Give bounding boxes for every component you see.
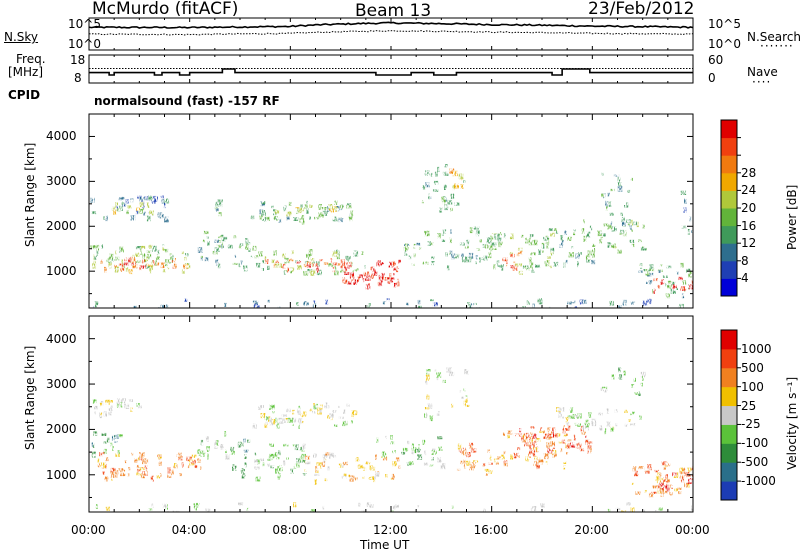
x-tick-label: 00:00 (71, 523, 106, 537)
velocity-colorbar-tick: 100 (741, 379, 764, 394)
freq-right-tick-top: 60 (708, 53, 724, 67)
power-colorbar-tick: 24 (741, 183, 757, 198)
velocity-panel (91, 367, 693, 512)
power-colorbar-tick: 20 (741, 201, 757, 215)
x-tick-label: 08:00 (272, 523, 307, 537)
velocity-y-axis-label: Slant Range [km] (23, 345, 37, 450)
x-tick-label: 12:00 (373, 523, 408, 537)
freq-right-label: Nave (747, 65, 778, 79)
power-colorbar-tick: 4 (741, 271, 749, 286)
x-tick-label: 20:00 (574, 523, 609, 537)
freq-left-tick-top: 18 (70, 53, 86, 67)
power-y-tick-label: 4000 (46, 129, 77, 144)
power-colorbar-tick: 16 (741, 218, 757, 233)
frequency-series-line (89, 68, 693, 76)
velocity-y-tick-label: 1000 (46, 467, 77, 482)
velocity-colorbar-tick: 500 (741, 360, 764, 375)
noise-right-tick-top: 10^5 (708, 17, 741, 31)
freq-left-label-1: Freq. (16, 52, 46, 66)
power-y-axis-label: Slant Range [km] (23, 142, 37, 247)
noise-right-label: N.Search (747, 30, 800, 44)
power-colorbar-label: Power [dB] (785, 184, 799, 250)
beam-title: Beam 13 (355, 1, 432, 21)
noise-sky-series-line (88, 21, 694, 29)
cpid-label: CPID (8, 88, 41, 102)
power-y-tick-label: 3000 (46, 174, 77, 189)
freq-left-tick-bottom: 8 (74, 71, 82, 85)
noise-left-tick-bottom: 10^0 (68, 37, 101, 51)
x-tick-label: 16:00 (473, 523, 509, 537)
x-tick-label: 04:00 (171, 523, 207, 537)
axes (88, 18, 694, 512)
cpid-text: normalsound (fast) -157 RF (94, 94, 280, 108)
velocity-colorbar-tick: -100 (741, 436, 769, 451)
power-panel (90, 164, 693, 308)
power-colorbar-tick: 12 (741, 236, 757, 251)
date-title: 23/Feb/2012 (588, 0, 695, 19)
noise-left-label: N.Sky (4, 30, 39, 44)
noise-search-series-line (88, 30, 693, 36)
station-title: McMurdo (fitACF) (92, 0, 239, 19)
power-y-tick-label: 1000 (46, 264, 77, 279)
freq-right-tick-bottom: 0 (708, 71, 716, 85)
velocity-colorbar-tick: 1000 (741, 341, 772, 356)
velocity-y-tick-label: 3000 (46, 377, 77, 392)
velocity-colorbar-tick: -500 (741, 455, 769, 470)
freq-left-label-2: [MHz] (8, 65, 44, 79)
x-axis-label: Time UT (360, 538, 410, 552)
noise-right-tick-bottom: 10^0 (708, 37, 741, 51)
noise-right-legend-dots: ······· (760, 39, 794, 53)
power-colorbar (720, 119, 741, 297)
velocity-colorbar-label: Velocity [m s⁻¹] (785, 376, 799, 470)
power-y-tick-label: 2000 (46, 219, 77, 234)
velocity-y-tick-label: 4000 (46, 331, 77, 346)
velocity-colorbar-tick: 25 (741, 398, 757, 413)
velocity-y-tick-label: 2000 (46, 422, 77, 437)
x-tick-label: 00:00 (675, 523, 710, 537)
velocity-colorbar-tick: -25 (741, 417, 761, 432)
power-colorbar-tick: 28 (741, 165, 757, 180)
freq-right-legend-dots: ···· (752, 75, 772, 89)
power-colorbar-tick: 8 (741, 253, 749, 268)
velocity-colorbar-tick: -1000 (741, 474, 776, 489)
velocity-colorbar (720, 329, 741, 501)
